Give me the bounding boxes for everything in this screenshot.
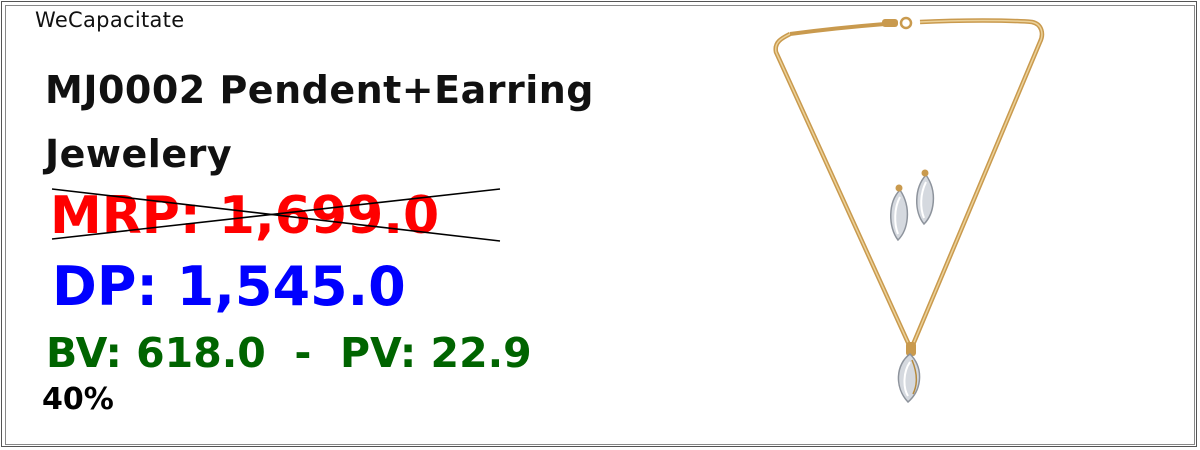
- inner-border: [5, 5, 1195, 445]
- dp-price: DP: 1,545.0: [52, 255, 406, 318]
- brand-name: WeCapacitate: [35, 8, 185, 32]
- strikethrough-cross: [51, 188, 501, 242]
- discount-percent: 40%: [42, 382, 114, 417]
- mrp-block: MRP: 1,699.0: [50, 183, 501, 249]
- bv-pv-values: BV: 618.0 - PV: 22.9: [46, 329, 532, 377]
- product-title: MJ0002 Pendent+Earring Jewelery: [45, 68, 595, 176]
- necklace-earring-icon: [773, 16, 1045, 404]
